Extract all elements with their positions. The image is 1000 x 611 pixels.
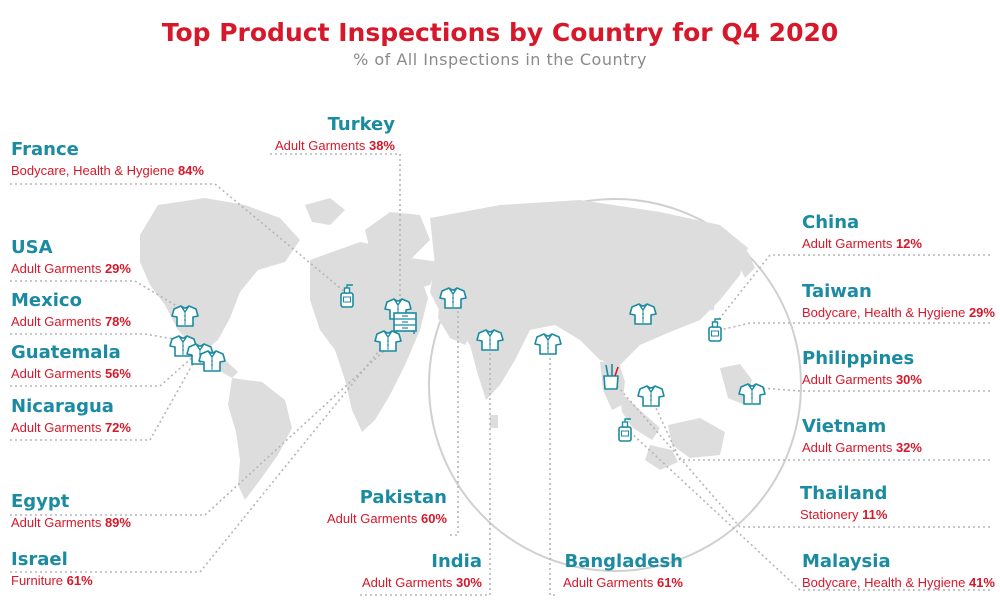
label-pakistan: Pakistan Adult Garments 60% [197,487,447,527]
category: Adult Garments [11,366,102,381]
value: 29% [968,305,995,320]
category: Adult Garments [327,511,418,526]
leader-lines [10,153,990,596]
label-bangladesh: Bangladesh Adult Garments 61% [433,551,683,591]
country-name: Guatemala [11,342,121,363]
label-guatemala: Guatemala Adult Garments 56% [11,342,261,382]
value: 78% [104,314,131,329]
label-mexico: Mexico Adult Garments 78% [11,290,261,330]
category: Adult Garments [802,236,893,251]
label-usa: USA Adult Garments 29% [11,237,261,277]
category: Adult Garments [802,440,893,455]
category: Stationery [800,507,859,522]
category: Adult Garments [11,261,102,276]
country-name: USA [11,237,53,258]
value: 89% [104,515,131,530]
category: Furniture [11,573,64,588]
country-name: India [431,551,482,572]
country-name: Egypt [11,491,70,512]
country-name: Bangladesh [564,551,683,572]
category: Adult Garments [563,575,654,590]
category: Adult Garments [362,575,453,590]
country-name: Thailand [800,483,888,504]
value: 38% [368,138,395,153]
value: 84% [177,163,204,178]
value: 61% [66,573,93,588]
value: 56% [104,366,131,381]
value: 29% [104,261,131,276]
label-vietnam: Vietnam Adult Garments 32% [802,416,1000,456]
label-philippines: Philippines Adult Garments 30% [802,348,1000,388]
label-india: India Adult Garments 30% [232,551,482,591]
label-thailand: Thailand Stationery 11% [800,483,1000,523]
chart-subtitle: % of All Inspections in the Country [353,50,647,69]
value: 41% [968,575,995,590]
category: Adult Garments [11,314,102,329]
country-name: Israel [11,549,68,570]
value: 12% [895,236,922,251]
category: Adult Garments [11,420,102,435]
value: 72% [104,420,131,435]
country-name: Nicaragua [11,396,114,417]
value: 30% [895,372,922,387]
country-name: Taiwan [802,281,872,302]
category: Adult Garments [275,138,366,153]
label-taiwan: Taiwan Bodycare, Health & Hygiene 29% [802,281,1000,321]
label-france: France Bodycare, Health & Hygiene 84% [11,139,261,179]
chart-title: Top Product Inspections by Country for Q… [161,18,839,47]
country-name: Mexico [11,290,82,311]
value: 60% [420,511,447,526]
country-name: Malaysia [802,551,891,572]
category: Bodycare, Health & Hygiene [11,163,175,178]
value: 30% [455,575,482,590]
label-egypt: Egypt Adult Garments 89% [11,491,261,531]
category: Adult Garments [11,515,102,530]
category: Bodycare, Health & Hygiene [802,575,966,590]
value: 32% [895,440,922,455]
value: 61% [656,575,683,590]
country-name: China [802,212,860,233]
country-name: Vietnam [802,416,887,437]
category: Adult Garments [802,372,893,387]
country-name: Turkey [327,114,395,135]
value: 11% [862,507,888,522]
country-name: Pakistan [359,487,447,508]
label-israel: Israel Furniture 61% [11,549,261,589]
label-turkey: Turkey Adult Garments 38% [145,114,395,154]
land-masses [140,198,755,500]
dresser-icon [393,312,417,335]
category: Bodycare, Health & Hygiene [802,305,966,320]
label-china: China Adult Garments 12% [802,212,1000,252]
country-name: France [11,139,79,160]
label-nicaragua: Nicaragua Adult Garments 72% [11,396,261,436]
country-name: Philippines [802,348,915,369]
label-malaysia: Malaysia Bodycare, Health & Hygiene 41% [802,551,1000,591]
